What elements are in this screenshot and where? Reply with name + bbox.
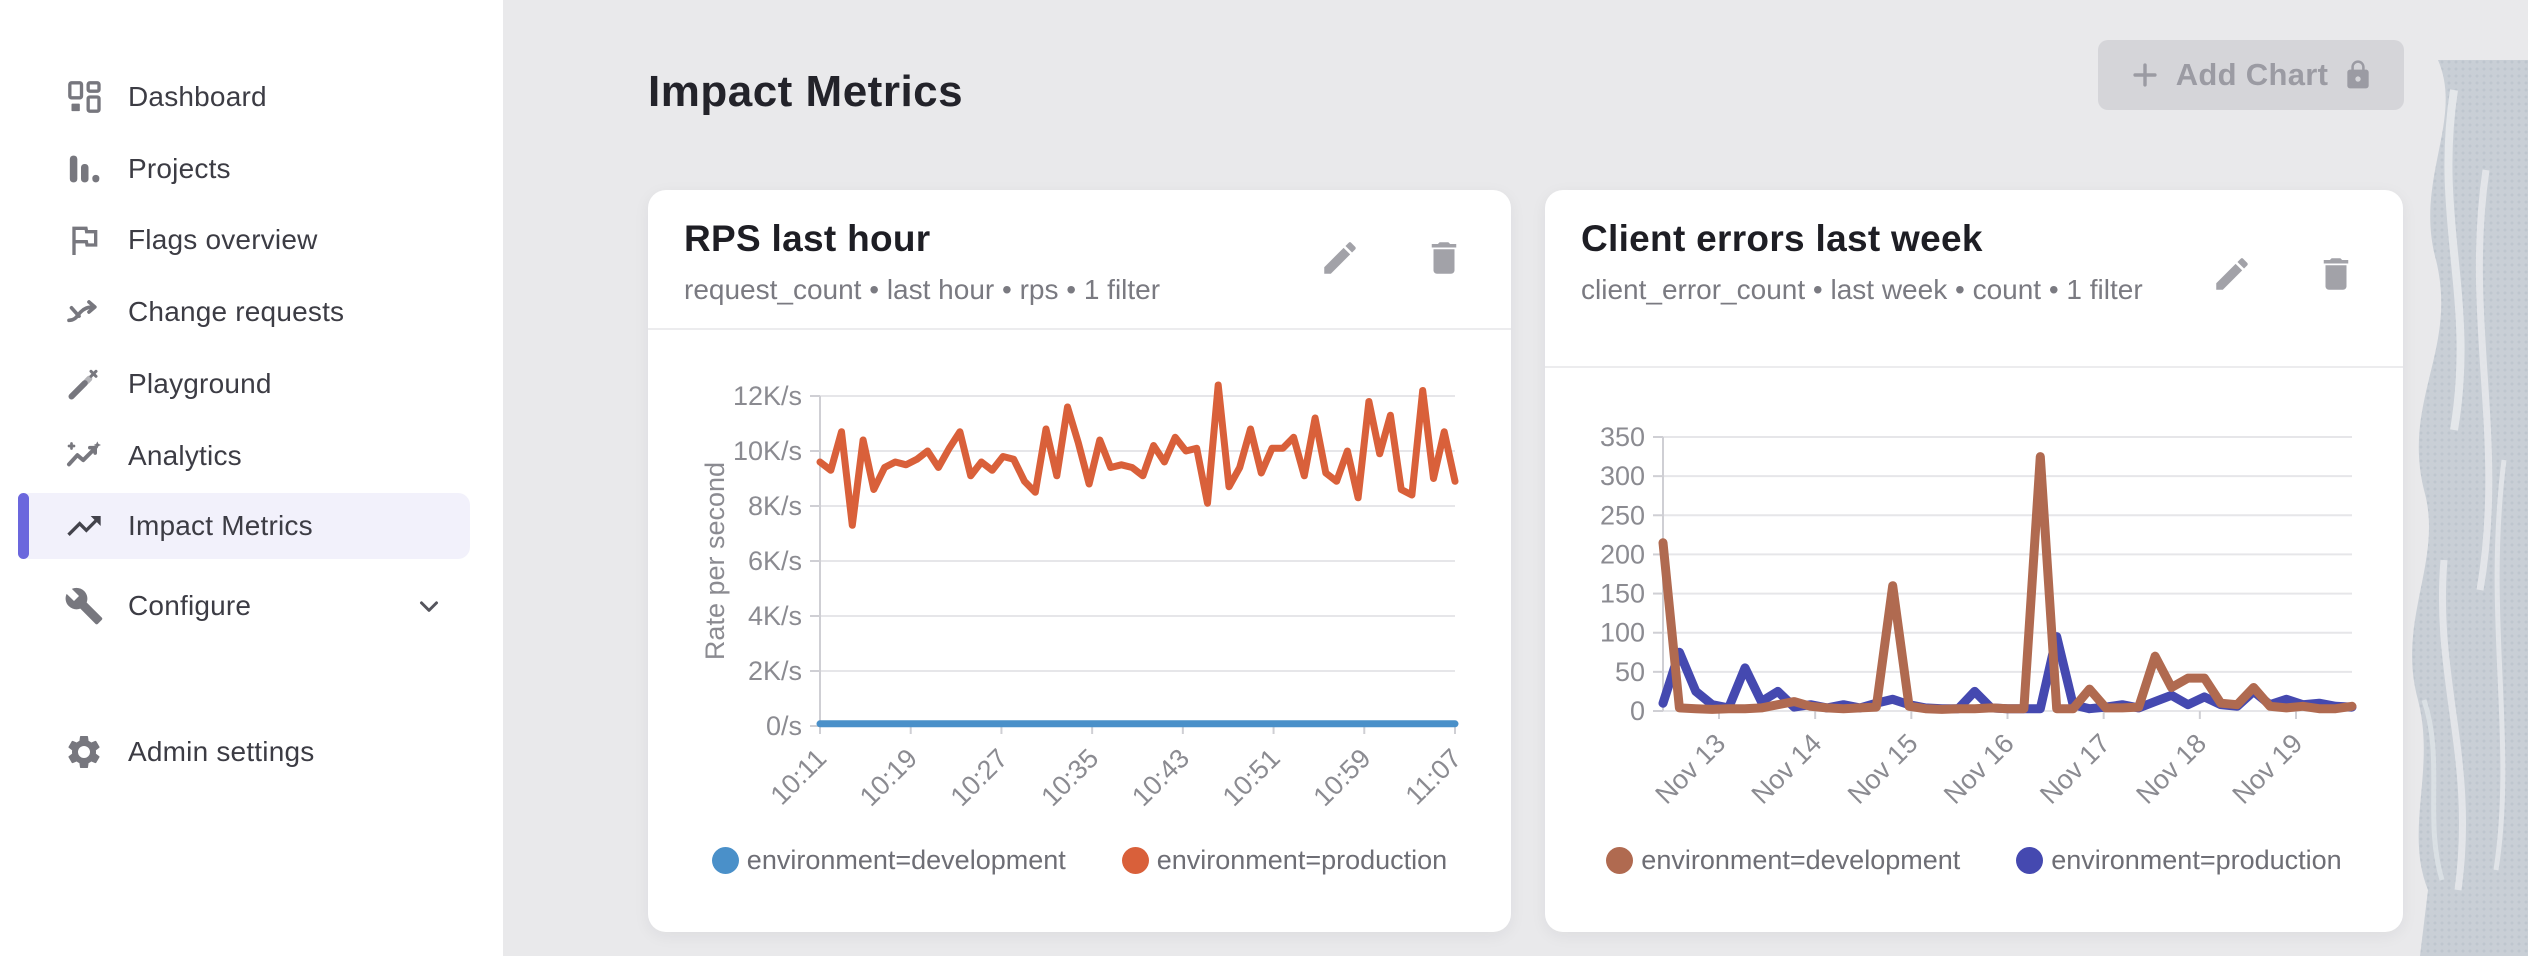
svg-text:Nov 14: Nov 14 bbox=[1746, 728, 1828, 810]
svg-text:Nov 13: Nov 13 bbox=[1650, 728, 1732, 810]
svg-text:200: 200 bbox=[1600, 539, 1645, 569]
sidebar-item-change-requests[interactable]: Change requests bbox=[18, 279, 470, 345]
sidebar-item-label: Analytics bbox=[128, 440, 242, 472]
sidebar: Dashboard Projects Flags overview bbox=[0, 0, 503, 956]
svg-text:10:27: 10:27 bbox=[945, 743, 1014, 812]
sidebar-item-label: Flags overview bbox=[128, 224, 318, 256]
sidebar-item-playground[interactable]: Playground bbox=[18, 351, 470, 417]
add-chart-label: Add Chart bbox=[2176, 57, 2329, 93]
sidebar-item-label: Projects bbox=[128, 153, 231, 185]
svg-text:50: 50 bbox=[1615, 657, 1645, 687]
legend-dot bbox=[712, 847, 739, 874]
impact-metrics-icon bbox=[64, 506, 104, 546]
legend-label: environment=development bbox=[747, 845, 1066, 876]
card-header: RPS last hour request_count • last hour … bbox=[648, 190, 1511, 330]
svg-text:11:07: 11:07 bbox=[1400, 743, 1468, 811]
sidebar-item-label: Dashboard bbox=[128, 81, 267, 113]
svg-text:8K/s: 8K/s bbox=[748, 491, 802, 521]
sidebar-item-label: Configure bbox=[128, 590, 251, 622]
chevron-down-icon[interactable] bbox=[414, 591, 444, 621]
svg-text:10:43: 10:43 bbox=[1126, 743, 1195, 812]
legend-dot bbox=[1122, 847, 1149, 874]
trash-icon bbox=[2315, 253, 2357, 295]
svg-text:10:19: 10:19 bbox=[854, 743, 923, 812]
gear-icon bbox=[64, 732, 104, 772]
delete-button[interactable] bbox=[1423, 237, 1465, 279]
legend-label: environment=production bbox=[2051, 845, 2341, 876]
add-chart-button[interactable]: Add Chart bbox=[2098, 40, 2404, 110]
rps-chart-legend: environment=development environment=produ… bbox=[648, 830, 1511, 890]
svg-text:Nov 16: Nov 16 bbox=[1938, 728, 2020, 810]
svg-text:350: 350 bbox=[1600, 422, 1645, 452]
lock-icon bbox=[2342, 59, 2374, 91]
rps-chart: 12K/s 10K/s 8K/s 6K/s 4K/s 2K/s 0/s10:11 10:19 1… bbox=[648, 330, 1511, 830]
svg-text:4K/s: 4K/s bbox=[748, 601, 802, 631]
sidebar-item-impact-metrics[interactable]: Impact Metrics bbox=[18, 493, 470, 559]
svg-text:2K/s: 2K/s bbox=[748, 656, 802, 686]
svg-text:0: 0 bbox=[1630, 696, 1645, 726]
sidebar-item-label: Playground bbox=[128, 368, 272, 400]
legend-item[interactable]: environment=production bbox=[2016, 845, 2341, 876]
page-title: Impact Metrics bbox=[648, 67, 963, 117]
svg-text:10:11: 10:11 bbox=[765, 743, 833, 811]
client-errors-chart-legend: environment=development environment=produ… bbox=[1545, 830, 2403, 890]
svg-text:10K/s: 10K/s bbox=[733, 436, 802, 466]
svg-text:Nov 17: Nov 17 bbox=[2034, 728, 2116, 810]
chart-card-client-errors: Client errors last week client_error_cou… bbox=[1545, 190, 2403, 932]
svg-text:10:59: 10:59 bbox=[1308, 743, 1377, 812]
analytics-icon bbox=[64, 436, 104, 476]
background-texture bbox=[2384, 60, 2528, 956]
card-actions bbox=[2211, 253, 2357, 295]
edit-button[interactable] bbox=[2211, 253, 2253, 295]
projects-icon bbox=[64, 149, 104, 189]
client-errors-chart: 350300250200150100500Nov 13Nov 14Nov 15N… bbox=[1545, 368, 2403, 838]
card-actions bbox=[1319, 237, 1465, 279]
dashboard-icon bbox=[64, 77, 104, 117]
sidebar-item-label: Admin settings bbox=[128, 736, 314, 768]
svg-text:6K/s: 6K/s bbox=[748, 546, 802, 576]
chart-card-rps: RPS last hour request_count • last hour … bbox=[648, 190, 1511, 932]
svg-text:Rate per second: Rate per second bbox=[700, 462, 730, 660]
legend-dot bbox=[2016, 847, 2043, 874]
legend-label: environment=development bbox=[1641, 845, 1960, 876]
sidebar-item-flags-overview[interactable]: Flags overview bbox=[18, 207, 470, 273]
pencil-icon bbox=[1319, 237, 1361, 279]
pencil-icon bbox=[2211, 253, 2253, 295]
sidebar-item-dashboard[interactable]: Dashboard bbox=[18, 64, 470, 130]
svg-text:100: 100 bbox=[1600, 618, 1645, 648]
flag-icon bbox=[64, 220, 104, 260]
card-header: Client errors last week client_error_cou… bbox=[1545, 190, 2403, 368]
legend-item[interactable]: environment=development bbox=[712, 845, 1066, 876]
sidebar-item-projects[interactable]: Projects bbox=[18, 136, 470, 202]
plus-icon bbox=[2128, 58, 2162, 92]
sidebar-item-analytics[interactable]: Analytics bbox=[18, 423, 470, 489]
svg-text:10:35: 10:35 bbox=[1035, 743, 1104, 812]
legend-label: environment=production bbox=[1157, 845, 1447, 876]
svg-text:0/s: 0/s bbox=[766, 711, 802, 741]
sidebar-item-configure[interactable]: Configure bbox=[18, 573, 470, 639]
legend-item[interactable]: environment=production bbox=[1122, 845, 1447, 876]
sidebar-item-admin-settings[interactable]: Admin settings bbox=[18, 719, 470, 785]
delete-button[interactable] bbox=[2315, 253, 2357, 295]
app-root: Dashboard Projects Flags overview bbox=[0, 0, 2528, 956]
change-requests-icon bbox=[64, 292, 104, 332]
playground-wand-icon bbox=[64, 364, 104, 404]
svg-text:300: 300 bbox=[1600, 461, 1645, 491]
svg-text:12K/s: 12K/s bbox=[733, 381, 802, 411]
svg-text:150: 150 bbox=[1600, 579, 1645, 609]
svg-text:10:51: 10:51 bbox=[1217, 743, 1286, 812]
edit-button[interactable] bbox=[1319, 237, 1361, 279]
legend-item[interactable]: environment=development bbox=[1606, 845, 1960, 876]
svg-text:Nov 18: Nov 18 bbox=[2130, 728, 2212, 810]
svg-text:Nov 19: Nov 19 bbox=[2227, 728, 2309, 810]
configure-wrench-icon bbox=[64, 586, 104, 626]
svg-text:250: 250 bbox=[1600, 500, 1645, 530]
legend-dot bbox=[1606, 847, 1633, 874]
svg-text:Nov 15: Nov 15 bbox=[1842, 728, 1924, 810]
trash-icon bbox=[1423, 237, 1465, 279]
sidebar-item-label: Impact Metrics bbox=[128, 510, 313, 542]
card-subtitle: client_error_count • last week • count •… bbox=[1581, 272, 2181, 307]
sidebar-item-label: Change requests bbox=[128, 296, 344, 328]
